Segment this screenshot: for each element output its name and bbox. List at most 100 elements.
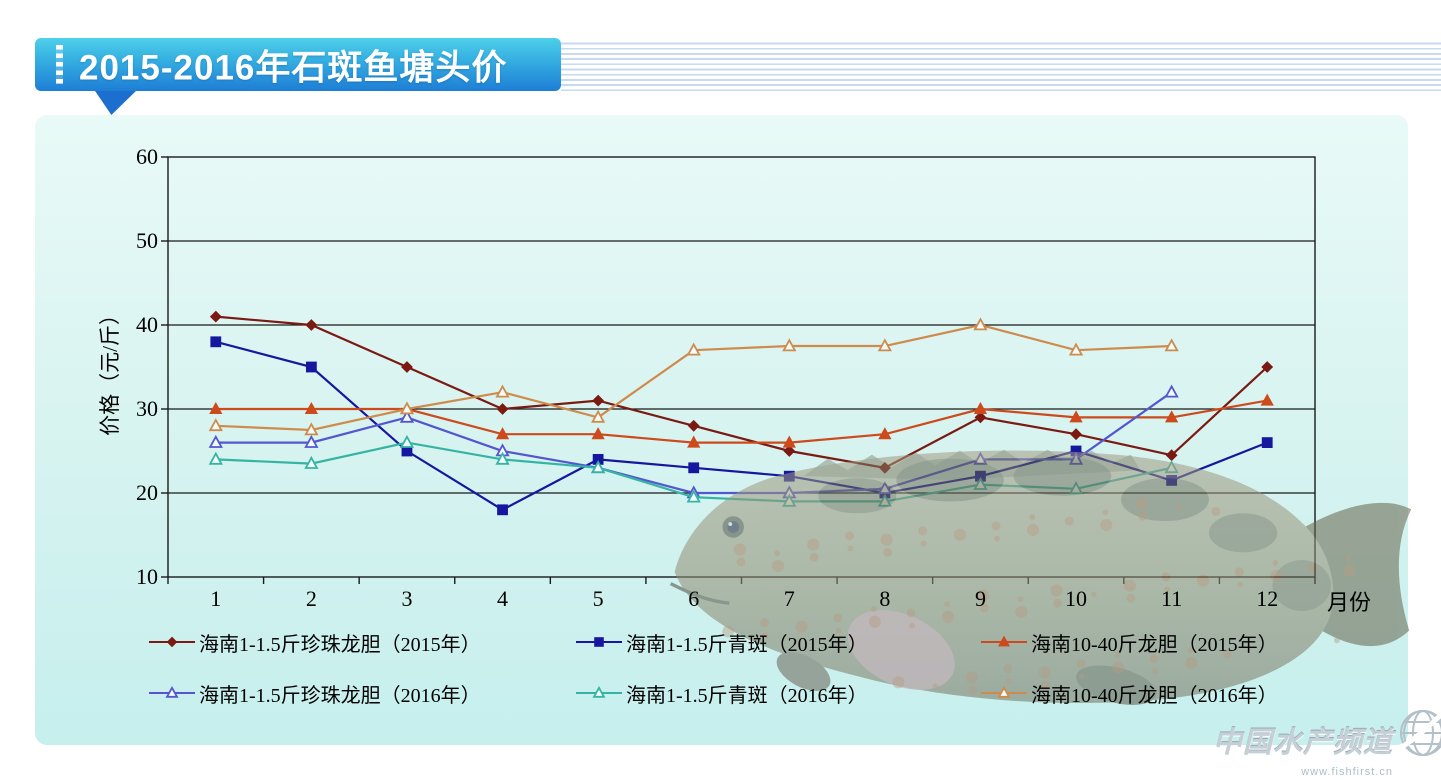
globe-icon [1395,705,1441,766]
marker-triangle [1165,410,1179,423]
fish-pectoral-fin [847,610,955,690]
marker-diamond [592,394,605,407]
chart-panel: 价格（元/斤） 月份 海南1-1.5斤珍珠龙胆（2015年） 海南1-1.5斤青斑… [35,115,1412,745]
y-tick-label: 10 [136,564,158,589]
legend-item-label: 海南10-40斤龙胆（2016年） [1031,684,1278,707]
chart-legend: 海南1-1.5斤珍珠龙胆（2015年） 海南1-1.5斤青斑（2015年） 海南10… [148,629,1278,707]
legend-item-2: 海南10-40斤龙胆（2015年） [980,629,1278,656]
marker-triangle [997,635,1011,647]
marker-diamond [496,403,509,415]
fish-pelvic-fin [776,652,831,692]
marker-triangle [997,685,1011,698]
marker-square [1261,437,1273,448]
x-tick-label: 8 [879,586,891,611]
marker-triangle [495,451,510,465]
marker-triangle [399,409,415,423]
marker-triangle [782,435,796,448]
marker-square [497,504,508,516]
marker-diamond [401,361,413,373]
series-5 [208,317,1179,436]
marker-triangle [1260,393,1274,406]
marker-diamond [166,636,178,648]
y-axis-title: 价格（元/斤） [98,304,122,436]
header-stripes-decoration [561,41,1441,93]
page-title: 2015-2016年石斑鱼塘头价 [79,48,508,87]
marker-triangle [973,401,988,414]
watermark-brand: 中国水产频道 [1212,726,1393,759]
marker-triangle [208,434,223,448]
y-tick-label: 20 [136,480,158,505]
fish-body-group [669,449,1412,705]
marker-triangle [877,338,892,352]
marker-triangle [209,401,223,414]
marker-triangle [208,418,223,432]
x-tick-label: 5 [592,586,604,611]
marker-triangle [495,384,510,398]
legend-item-5: 海南10-40斤龙胆（2016年） [980,680,1278,707]
title-banner: 2015-2016年石斑鱼塘头价 [35,38,561,91]
legend-item-label: 海南10-40斤龙胆（2015年） [1031,633,1278,656]
marker-triangle [592,685,606,698]
marker-diamond [974,411,987,424]
marker-triangle [973,317,988,331]
legend-key-icon [981,685,1027,698]
fish-mouth [669,582,730,605]
marker-triangle [495,427,510,440]
marker-square [305,361,317,373]
x-axis-title: 月份 [1327,590,1372,615]
legend-key-icon [576,637,622,647]
legend-key-icon [576,685,622,698]
marker-triangle [591,409,606,423]
legend-item-0: 海南1-1.5斤珍珠龙胆（2015年） [148,629,575,656]
x-tick-label: 6 [688,586,700,611]
marker-square [594,637,604,647]
chart-labels-layer: 价格（元/斤） 月份 海南1-1.5斤珍珠龙胆（2015年） 海南1-1.5斤青斑… [35,115,1408,745]
marker-triangle [304,422,319,436]
legend-key-icon [981,635,1027,647]
series-line [215,399,1268,444]
fish-dorsal-fin [803,449,1141,481]
x-tick-label: 12 [1256,586,1279,611]
legend-item-label: 海南1-1.5斤青斑（2016年） [626,684,868,707]
y-tick-label: 50 [136,228,158,253]
marker-diamond [687,419,700,432]
x-tick-label: 1 [210,586,222,611]
marker-square [688,462,700,474]
legend-item-4: 海南1-1.5斤青斑（2016年） [575,680,980,707]
legend-key-icon [149,636,195,648]
x-tick-label: 2 [305,586,317,611]
legend-item-3: 海南1-1.5斤珍珠龙胆（2016年） [148,680,575,707]
x-tick-label: 9 [974,586,986,611]
legend-item-label: 海南1-1.5斤青斑（2015年） [626,633,868,656]
watermark: 中国水产频道 www.fishfirst.cn [1213,709,1441,778]
series-2 [209,393,1274,448]
marker-triangle [1164,338,1179,352]
banner-tail [93,88,139,115]
y-tick-label: 30 [136,396,158,421]
legend-item-label: 海南1-1.5斤珍珠龙胆（2015年） [199,633,481,656]
marker-triangle [399,434,415,448]
marker-triangle [591,460,606,474]
banner-dotted-bar [56,45,63,84]
grouper-fish-photo [669,449,1412,705]
series-line [215,315,1268,469]
marker-diamond [1070,428,1082,441]
marker-square [210,336,222,348]
x-tick-label: 11 [1161,586,1183,611]
marker-triangle [399,401,415,415]
marker-triangle [304,401,318,414]
watermark-url: www.fishfirst.cn [1301,766,1393,778]
series-0 [209,310,1274,474]
marker-triangle [687,435,701,448]
marker-triangle [686,342,701,356]
marker-triangle [686,489,701,503]
legend-item-label: 海南1-1.5斤珍珠龙胆（2016年） [199,684,481,707]
y-tick-label: 60 [136,144,158,169]
legend-item-1: 海南1-1.5斤青斑（2015年） [575,629,980,656]
marker-diamond [305,319,318,331]
marker-triangle [1164,384,1179,398]
fish-spots [722,497,1356,695]
x-tick-label: 7 [783,586,795,611]
marker-diamond [783,445,796,457]
marker-diamond [209,310,222,323]
